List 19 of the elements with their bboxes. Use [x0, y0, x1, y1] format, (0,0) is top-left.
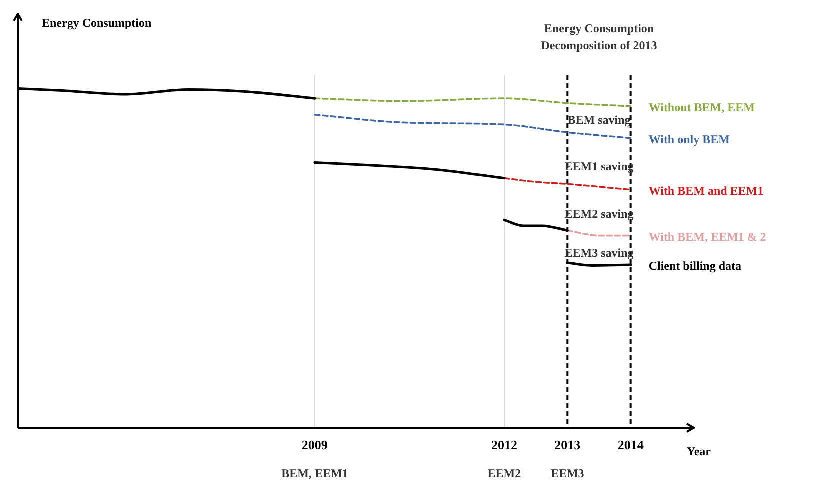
text: Energy Consumption Decomposition of 2013 [541, 21, 658, 52]
text: EEM3 [550, 466, 584, 480]
y-axis-title: Energy Consumption [42, 16, 152, 30]
series-label: With BEM, EEM1 & 2 [648, 230, 766, 244]
x-tick-label: 2012 [491, 438, 518, 453]
annotation: EEM2 saving [564, 207, 634, 222]
annotation: BEM saving [568, 113, 631, 128]
series-label: With only BEM [648, 132, 730, 146]
text: EEM2 [488, 466, 522, 480]
series-label: With BEM and EEM1 [648, 184, 764, 198]
series-label: Without BEM, EEM [648, 100, 755, 114]
text: BEM, EEM1 [282, 466, 348, 480]
series-label: Client billing data [648, 259, 742, 274]
x-tick-label: 2009 [302, 438, 328, 453]
x-axis-title: Year [687, 444, 712, 458]
annotation: EEM1 saving [564, 160, 634, 174]
x-tick-label: 2014 [618, 438, 644, 453]
annotation: EEM3 saving [564, 246, 634, 260]
x-tick-label: 2013 [554, 438, 582, 453]
